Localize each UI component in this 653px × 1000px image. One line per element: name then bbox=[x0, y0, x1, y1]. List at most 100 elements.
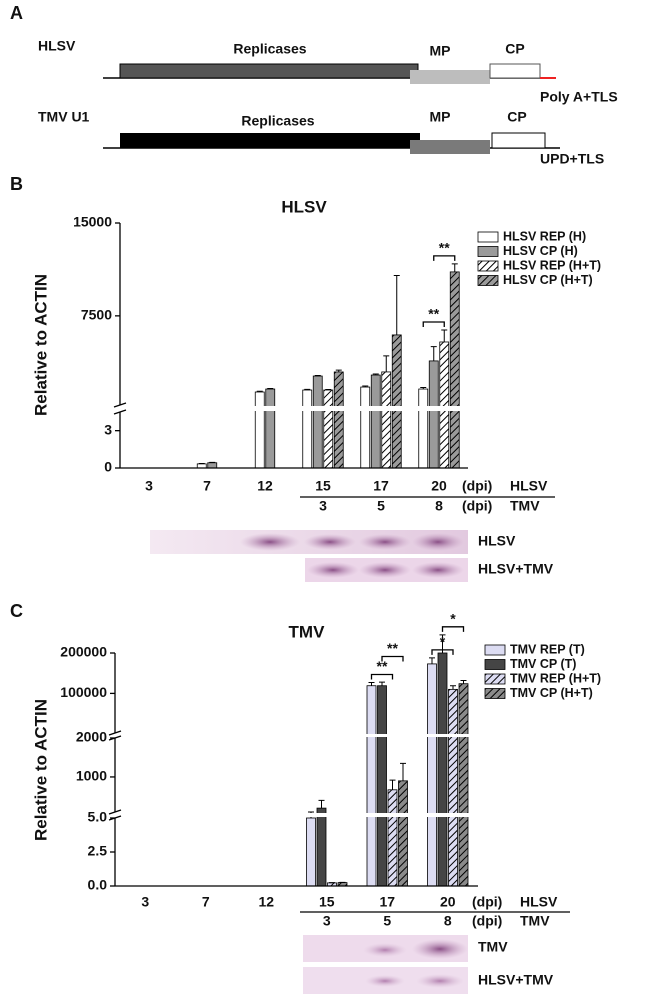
bar bbox=[316, 807, 327, 887]
x-tick-label: 8 bbox=[444, 913, 452, 929]
x-tick-label: 3 bbox=[323, 913, 331, 929]
error-bar bbox=[460, 679, 467, 684]
x-tick-label: 15 bbox=[319, 894, 335, 910]
y-tick-label: 2.5 bbox=[88, 843, 108, 859]
bar bbox=[428, 360, 439, 469]
x-tick-label: 17 bbox=[373, 478, 389, 494]
chart-title: HLSV bbox=[281, 197, 327, 216]
mp-box bbox=[410, 140, 490, 154]
error-bar bbox=[393, 274, 400, 335]
bar bbox=[398, 780, 408, 887]
bar bbox=[366, 685, 377, 887]
legend-swatch bbox=[477, 275, 499, 286]
x-row-label: TMV bbox=[520, 913, 550, 929]
panel-letter: A bbox=[10, 3, 23, 23]
gene-label: MP bbox=[430, 43, 451, 59]
legend-swatch bbox=[477, 231, 499, 243]
x-tick-label: 7 bbox=[202, 894, 210, 910]
error-bar bbox=[379, 681, 385, 686]
error-bar bbox=[451, 263, 458, 272]
error-bar bbox=[304, 388, 311, 391]
legend-label: HLSV REP (H+T) bbox=[503, 258, 601, 272]
x-tick-label: 7 bbox=[203, 478, 211, 494]
error-bar bbox=[400, 762, 406, 781]
significance-label: ** bbox=[377, 658, 388, 674]
bar bbox=[323, 389, 334, 469]
gene-label: CP bbox=[507, 109, 526, 125]
significance-bracket bbox=[441, 626, 465, 632]
y-tick-label: 200000 bbox=[60, 644, 107, 660]
blot-label: TMV bbox=[478, 939, 508, 955]
tail-label: Poly A+TLS bbox=[540, 89, 618, 105]
bar bbox=[360, 386, 371, 469]
bar bbox=[439, 341, 450, 469]
bar bbox=[207, 462, 218, 469]
blot-image bbox=[303, 935, 468, 994]
y-tick-label: 3 bbox=[104, 421, 112, 437]
error-bar bbox=[335, 369, 342, 372]
x-tick-label: 5 bbox=[383, 913, 391, 929]
y-tick-label: 5.0 bbox=[88, 809, 108, 825]
mp-box bbox=[410, 70, 490, 84]
significance-bracket bbox=[431, 649, 454, 655]
legend-label: TMV REP (T) bbox=[510, 642, 585, 656]
x-row-label: HLSV bbox=[520, 894, 558, 910]
bar bbox=[377, 685, 387, 887]
error-bar bbox=[368, 681, 375, 686]
x-tick-label: 12 bbox=[258, 894, 274, 910]
bar bbox=[437, 652, 448, 887]
genome-name: HLSV bbox=[38, 38, 76, 54]
legend-label: HLSV REP (H) bbox=[503, 229, 586, 243]
significance-label: ** bbox=[387, 640, 398, 656]
y-tick-label: 1000 bbox=[76, 768, 107, 784]
gene-label: Replicases bbox=[233, 41, 306, 57]
y-tick-label: 0 bbox=[104, 459, 112, 475]
x-row-unit: (dpi) bbox=[462, 478, 492, 494]
y-tick-label: 15000 bbox=[73, 214, 112, 230]
bar bbox=[448, 688, 458, 887]
x-tick-label: 12 bbox=[257, 478, 273, 494]
legend-label: HLSV CP (H+T) bbox=[503, 273, 593, 287]
bar bbox=[427, 663, 437, 887]
bar bbox=[254, 391, 265, 469]
x-row-unit: (dpi) bbox=[472, 894, 502, 910]
error-bar bbox=[389, 779, 396, 790]
error-bar bbox=[430, 346, 437, 361]
legend-swatch bbox=[477, 260, 499, 272]
bar bbox=[370, 374, 381, 469]
significance-label: ** bbox=[428, 306, 439, 322]
x-tick-label: 20 bbox=[440, 894, 456, 910]
chart-title: TMV bbox=[289, 622, 326, 641]
x-tick-label: 3 bbox=[319, 498, 327, 514]
genome-name: TMV U1 bbox=[38, 109, 90, 125]
legend-swatch bbox=[484, 688, 506, 699]
blot-label: HLSV bbox=[478, 533, 516, 549]
bar bbox=[333, 371, 344, 469]
y-axis-label: Relative to ACTIN bbox=[31, 699, 50, 841]
significance-label: ** bbox=[439, 240, 450, 256]
bar bbox=[312, 375, 323, 469]
replicase-box bbox=[120, 133, 420, 148]
significance-bracket bbox=[433, 255, 456, 261]
x-row-unit: (dpi) bbox=[472, 913, 502, 929]
x-tick-label: 15 bbox=[315, 478, 331, 494]
gene-label: Replicases bbox=[241, 113, 314, 129]
bar bbox=[418, 388, 429, 469]
x-tick-label: 3 bbox=[145, 478, 153, 494]
axis-break bbox=[107, 734, 478, 737]
error-bar bbox=[362, 385, 369, 388]
legend-label: HLSV CP (H) bbox=[503, 244, 578, 258]
significance-label: * bbox=[440, 634, 446, 650]
bar bbox=[449, 271, 460, 469]
bar bbox=[302, 389, 313, 469]
legend-swatch bbox=[477, 246, 499, 257]
legend-label: TMV CP (T) bbox=[510, 657, 576, 671]
error-bar bbox=[429, 657, 435, 664]
legend-swatch bbox=[484, 659, 506, 670]
x-row-unit: (dpi) bbox=[462, 498, 492, 514]
y-axis-label: Relative to ACTIN bbox=[31, 274, 50, 416]
x-row-label: HLSV bbox=[510, 478, 548, 494]
gene-label: MP bbox=[430, 109, 451, 125]
error-bar bbox=[420, 387, 427, 390]
